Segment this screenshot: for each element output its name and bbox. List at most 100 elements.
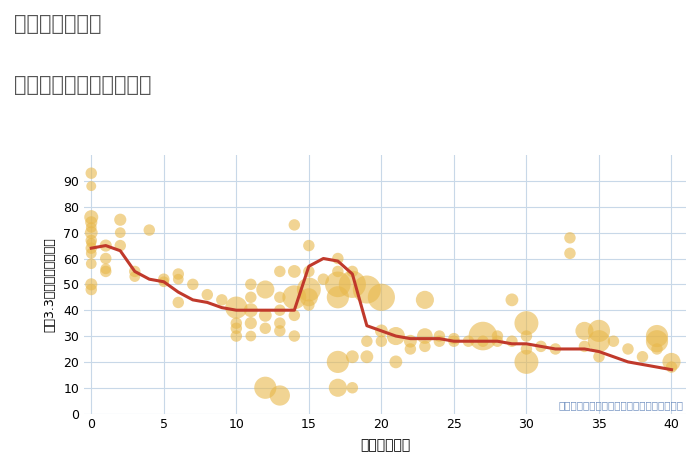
Point bbox=[274, 320, 286, 327]
Point bbox=[448, 337, 459, 345]
Point bbox=[477, 332, 489, 340]
Point bbox=[579, 343, 590, 350]
Point bbox=[594, 337, 605, 345]
Point bbox=[85, 169, 97, 177]
Point bbox=[521, 345, 532, 352]
Point bbox=[579, 327, 590, 335]
Point bbox=[536, 343, 547, 350]
Point bbox=[361, 353, 372, 360]
Point bbox=[260, 312, 271, 319]
Point bbox=[173, 270, 184, 278]
Point bbox=[288, 293, 300, 301]
Point bbox=[85, 213, 97, 221]
Point bbox=[477, 337, 489, 345]
Point bbox=[303, 301, 314, 309]
Point bbox=[506, 296, 517, 304]
Point bbox=[130, 273, 141, 280]
Point bbox=[419, 332, 430, 340]
Point bbox=[318, 275, 329, 283]
Point bbox=[391, 358, 402, 366]
Point bbox=[492, 332, 503, 340]
Text: 円の大きさは、取引のあった物件面積を示す: 円の大きさは、取引のあった物件面積を示す bbox=[558, 400, 683, 410]
Point bbox=[346, 267, 358, 275]
Point bbox=[100, 265, 111, 273]
Point bbox=[303, 267, 314, 275]
Point bbox=[332, 281, 344, 288]
Point bbox=[492, 337, 503, 345]
Point bbox=[666, 363, 677, 371]
Point bbox=[332, 358, 344, 366]
Point bbox=[405, 337, 416, 345]
Point bbox=[274, 267, 286, 275]
Point bbox=[448, 335, 459, 342]
Point bbox=[391, 332, 402, 340]
Point bbox=[652, 337, 663, 345]
Point bbox=[652, 332, 663, 340]
Point bbox=[85, 236, 97, 244]
Point bbox=[245, 281, 256, 288]
Point bbox=[245, 293, 256, 301]
Point bbox=[245, 332, 256, 340]
Point bbox=[376, 293, 387, 301]
Point bbox=[274, 306, 286, 314]
Point bbox=[173, 275, 184, 283]
Point bbox=[346, 353, 358, 360]
Point bbox=[231, 332, 242, 340]
Point bbox=[594, 327, 605, 335]
Point bbox=[434, 332, 445, 340]
Point bbox=[564, 250, 575, 257]
Point bbox=[463, 337, 474, 345]
Point bbox=[260, 384, 271, 392]
Point bbox=[303, 242, 314, 249]
Text: 築年数別中古戸建て価格: 築年数別中古戸建て価格 bbox=[14, 75, 151, 95]
Point bbox=[521, 320, 532, 327]
Point bbox=[288, 221, 300, 228]
Point bbox=[158, 278, 169, 285]
Point bbox=[216, 296, 228, 304]
Point bbox=[521, 358, 532, 366]
Point bbox=[85, 239, 97, 247]
Point bbox=[332, 293, 344, 301]
Point bbox=[260, 324, 271, 332]
Point bbox=[144, 226, 155, 234]
Point bbox=[274, 293, 286, 301]
Point bbox=[361, 286, 372, 293]
Point bbox=[521, 332, 532, 340]
Point bbox=[85, 244, 97, 252]
Point bbox=[274, 327, 286, 335]
Point bbox=[274, 392, 286, 399]
Point bbox=[115, 242, 126, 249]
Point bbox=[332, 384, 344, 392]
Point bbox=[376, 337, 387, 345]
Point bbox=[85, 250, 97, 257]
Point bbox=[405, 345, 416, 352]
Point bbox=[608, 337, 619, 345]
Point bbox=[115, 229, 126, 236]
Point bbox=[85, 219, 97, 226]
Point bbox=[85, 281, 97, 288]
Point bbox=[332, 255, 344, 262]
Point bbox=[173, 299, 184, 306]
Point bbox=[346, 281, 358, 288]
Point bbox=[100, 267, 111, 275]
Point bbox=[100, 242, 111, 249]
Point bbox=[158, 275, 169, 283]
Point bbox=[303, 293, 314, 301]
Point bbox=[419, 343, 430, 350]
Point bbox=[594, 353, 605, 360]
Point bbox=[637, 353, 648, 360]
Point bbox=[100, 255, 111, 262]
Point bbox=[115, 216, 126, 223]
Point bbox=[231, 320, 242, 327]
Point bbox=[419, 296, 430, 304]
Point bbox=[506, 337, 517, 345]
Point bbox=[85, 182, 97, 190]
Point bbox=[85, 286, 97, 293]
Point bbox=[260, 286, 271, 293]
Point bbox=[288, 332, 300, 340]
X-axis label: 築年数（年）: 築年数（年） bbox=[360, 439, 410, 453]
Point bbox=[666, 358, 677, 366]
Y-axis label: 坪（3.3㎡）単価（万円）: 坪（3.3㎡）単価（万円） bbox=[43, 237, 56, 332]
Point bbox=[622, 345, 634, 352]
Point bbox=[288, 312, 300, 319]
